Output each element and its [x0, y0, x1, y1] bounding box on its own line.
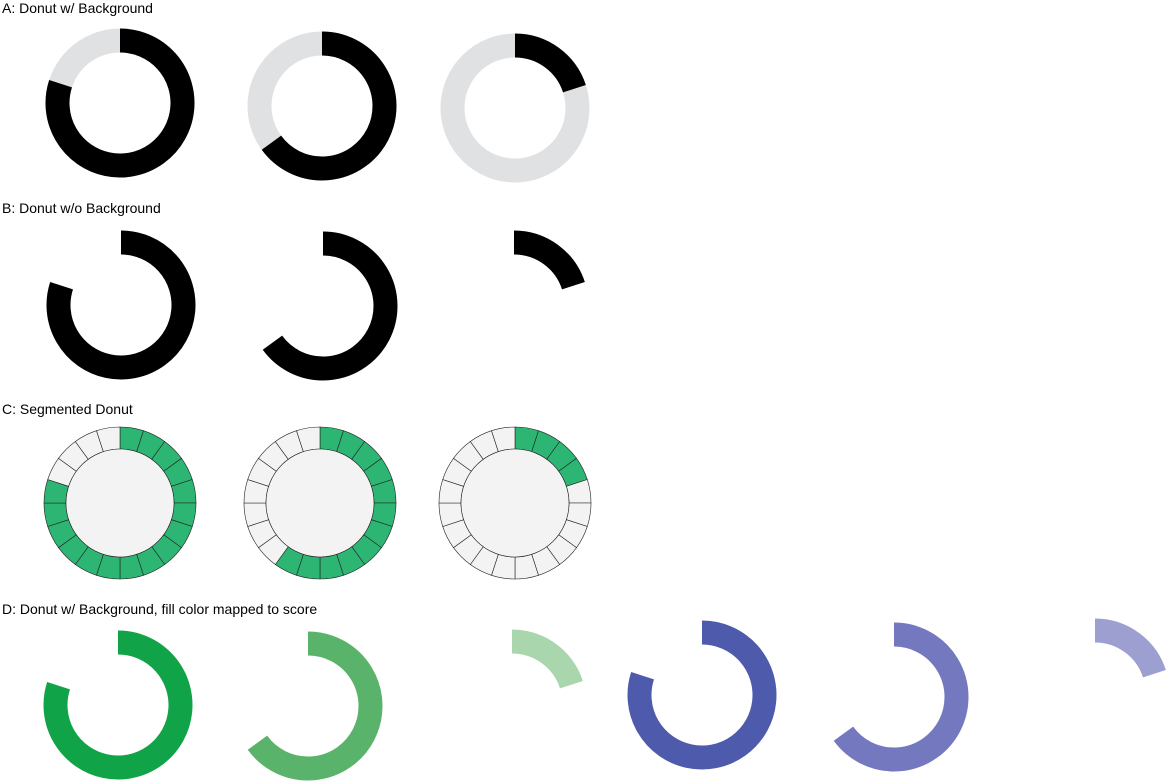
row-a-donuts — [45, 28, 590, 183]
donut-d3-arc — [511, 629, 583, 689]
section-d-label: D: Donut w/ Background, fill color mappe… — [2, 601, 318, 617]
donut-d1-arc — [43, 630, 193, 780]
donut-d6-arc — [1094, 618, 1166, 678]
donut-b2-arc — [262, 231, 398, 381]
section-b-label: B: Donut w/o Background — [2, 200, 161, 216]
donut-a1-arc — [45, 28, 195, 178]
row-b-donuts — [46, 230, 585, 381]
donut-d4-arc — [627, 620, 777, 770]
donut-b1-arc — [46, 230, 196, 380]
donut-c2-center — [265, 448, 375, 558]
row-d-colored-donuts — [43, 618, 1166, 781]
donut-c1-center — [65, 448, 175, 558]
donut-d5-arc — [833, 622, 969, 772]
donut-a3-arc — [514, 33, 586, 93]
section-c-label: C: Segmented Donut — [2, 401, 133, 417]
section-a-label: A: Donut w/ Background — [2, 0, 153, 16]
row-c-segmented-donuts — [43, 426, 592, 580]
donut-a2-arc — [261, 31, 397, 181]
donut-d2-arc — [247, 631, 383, 781]
donut-c3-center — [460, 448, 570, 558]
donut-b3-arc — [513, 230, 585, 290]
